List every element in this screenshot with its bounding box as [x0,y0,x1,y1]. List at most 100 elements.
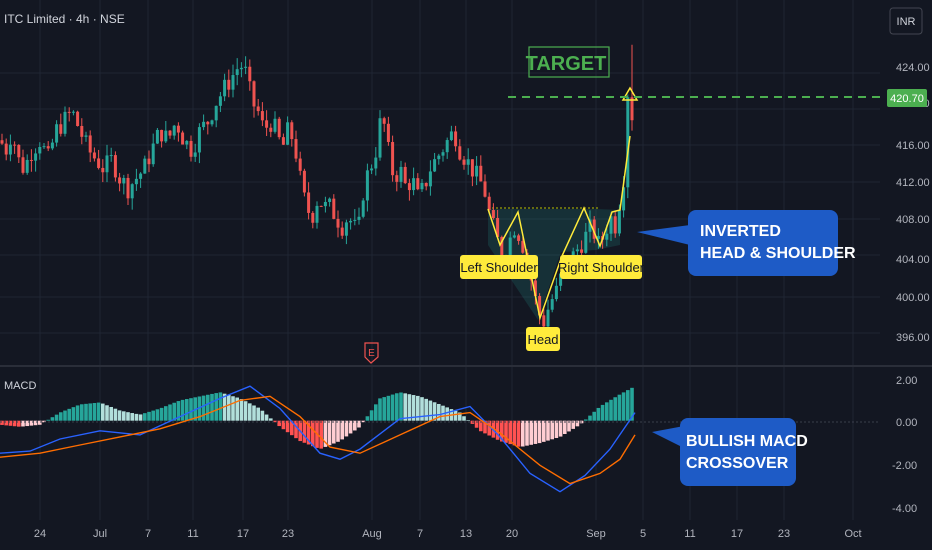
macd-axis[interactable]: 2.00 0.00 -2.00 -4.00 [892,375,917,515]
candle-body [357,216,361,220]
candle-body [349,220,353,223]
macd-histogram [0,387,634,449]
candle-body [328,198,332,202]
candle-body [605,233,609,240]
macd-bar [235,397,239,421]
macd-title: MACD [4,380,36,392]
macd-bar [96,402,101,421]
candle-body [319,205,323,207]
candle-body [445,140,449,153]
target-label: TARGET [526,53,607,75]
candle-body [344,222,348,236]
candle-body [8,144,12,155]
candle-body [118,177,122,184]
macd-bar [466,420,470,421]
macd-bar [600,404,605,421]
svg-text:INR: INR [897,16,916,28]
date-tick: 20 [506,528,518,540]
candle-body [202,121,206,128]
macd-bar [500,420,504,442]
macd-bar [147,411,151,421]
macd-bar [113,408,118,421]
candle-body [311,212,315,223]
macd-bar [445,407,449,421]
candle-body [521,240,525,253]
date-tick: 17 [731,528,743,540]
macd-bar [483,420,487,434]
macd-callout: BULLISH MACD CROSSOVER [652,418,808,486]
date-tick: Aug [362,528,382,540]
candle-body [378,118,382,158]
macd-bar [243,401,248,421]
macd-bar [92,403,97,421]
macd-bar [525,420,529,446]
candle-body [395,175,399,182]
macd-bar [428,400,433,421]
macd-bar [214,393,218,421]
macd-bar [453,410,458,421]
candle-body [0,140,4,144]
macd-bar [189,398,193,421]
macd-bar [138,414,143,421]
earnings-marker[interactable]: E [364,342,379,364]
macd-bar [21,420,25,427]
price-tick: 404.00 [896,254,930,266]
date-axis[interactable]: 24 Jul 7 11 17 23 Aug 7 13 20 Sep 5 11 1… [34,528,862,540]
candle-body [63,111,67,134]
candle-body [475,165,479,177]
macd-bar [264,414,269,421]
macd-bar [206,394,210,421]
candle-body [307,192,311,213]
symbol-title[interactable]: ITC Limited · 4h · NSE [4,12,125,26]
currency-button[interactable]: INR [889,7,923,35]
candle-body [273,118,277,132]
macd-bar [67,408,71,421]
macd-bar [621,392,626,421]
candle-body [609,216,613,234]
candle-body [286,122,290,145]
candle-body [399,166,403,182]
candle-body [441,152,445,156]
candle-body [168,130,172,136]
macd-line [0,385,636,493]
candle-body [323,201,327,207]
macd-bar [269,418,273,421]
macd-bar [151,410,155,421]
macd-bar [596,407,601,421]
candle-body [517,235,521,241]
candle-body [113,155,117,178]
macd-bar [88,403,92,421]
macd-bar [277,420,281,427]
candle-body [17,144,21,158]
candle-body [559,273,563,286]
candle-body [80,125,84,137]
candle-body [189,140,193,157]
candle-body [25,159,29,173]
macd-bar [172,402,176,421]
macd-bar [168,404,172,421]
macd-bar [248,403,252,421]
svg-text:Head: Head [527,332,558,347]
macd-bar [8,420,13,426]
macd-bar [529,420,533,445]
candle-body [428,171,432,187]
macd-tick: 0.00 [896,417,917,429]
macd-bar [508,420,512,445]
candle-body [260,111,264,121]
price-axis[interactable]: 424.00 420.00 416.00 412.00 408.00 404.0… [896,62,930,344]
macd-bar [101,403,105,421]
macd-bar [117,410,122,421]
svg-text:420.70: 420.70 [890,93,924,105]
candle-body [147,158,151,165]
candle-body [34,153,38,161]
macd-bar [210,393,214,421]
macd-bar [38,420,42,425]
candle-body [105,155,109,173]
candle-body [575,249,579,252]
candle-body [4,143,8,155]
macd-bar [407,394,412,421]
macd-bar [218,392,223,421]
macd-bar [273,420,277,423]
macd-bar [306,420,311,445]
macd-bar [437,403,441,421]
